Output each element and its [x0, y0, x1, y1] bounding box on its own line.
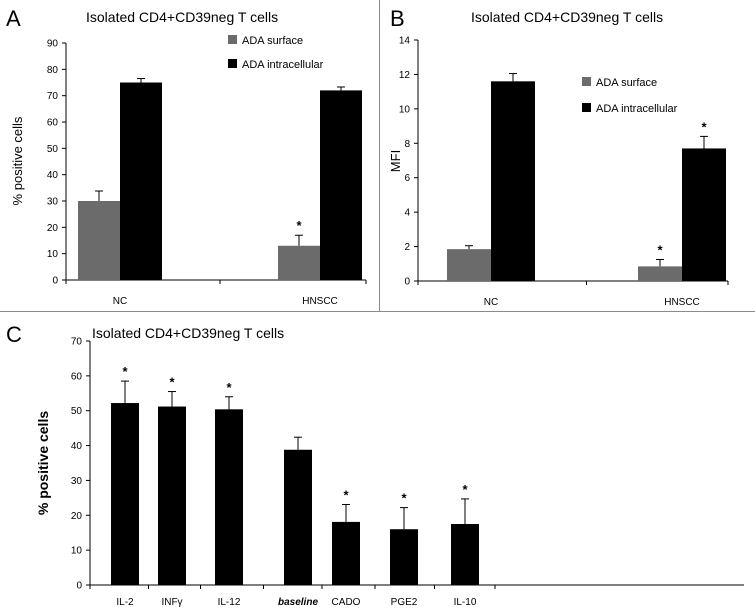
panel-b-y-tick-label: 8 [404, 139, 410, 150]
panel-a-legend-swatch [228, 35, 237, 44]
panel-c-bar [284, 449, 312, 585]
panel-a-y-tick-label: 90 [47, 39, 59, 50]
panel-b-y-tick-label: 2 [404, 242, 410, 253]
panel-c-bar [111, 403, 139, 585]
panel-c-category-label: PGE2 [391, 597, 418, 608]
panel-c-significance-marker: * [122, 364, 128, 379]
panel-c-y-tick-label: 0 [76, 581, 82, 592]
panel-c-y-tick-label: 40 [71, 441, 83, 452]
horizontal-divider [0, 311, 755, 312]
panel-c-category-label: IL-2 [116, 597, 134, 608]
panel-c-significance-marker: * [343, 487, 349, 502]
panel-c-y-tick-label: 20 [71, 511, 83, 522]
panel-b-significance-marker: * [701, 119, 707, 134]
panel-c-letter: C [6, 322, 22, 347]
panel-c-category-label: IL-12 [218, 597, 241, 608]
panel-b-legend-label: ADA surface [596, 77, 657, 89]
panel-c-category-label: INFγ [161, 597, 182, 608]
panel-a-category-label: NC [113, 296, 127, 307]
panel-b-legend-swatch [582, 77, 591, 86]
panel-a-y-tick-label: 40 [47, 170, 59, 181]
panel-b-bar [638, 266, 682, 281]
panel-b-category-label: NC [484, 297, 498, 308]
panel-b-y-tick-label: 12 [399, 70, 411, 81]
panel-c-bar [332, 521, 360, 585]
panel-a-y-tick-label: 30 [47, 197, 59, 208]
panel-a-category-label: HNSCC [302, 296, 338, 307]
panel-c-category-label: CADO [332, 597, 361, 608]
panel-c-y-tick-label: 10 [71, 546, 83, 557]
panel-a-legend-label: ADA surface [242, 35, 303, 47]
panel-b-bar [447, 249, 491, 281]
panel-b-category-label: HNSCC [664, 297, 700, 308]
panel-c-bar [390, 529, 418, 585]
panel-a-bar [78, 201, 120, 280]
panel-b-letter: B [390, 6, 405, 31]
panel-a-y-label: % positive cells [10, 116, 25, 205]
panel-a-y-tick-label: 50 [47, 144, 59, 155]
panel-b-bar [491, 81, 535, 281]
panel-b-legend-label: ADA intracellular [596, 103, 678, 115]
panel-a-legend-swatch [228, 59, 237, 68]
panel-a-significance-marker: * [296, 218, 302, 233]
panel-b-bar [682, 148, 726, 281]
panel-c-bar [451, 524, 479, 585]
panel-c-significance-marker: * [169, 375, 175, 390]
panel-a-y-tick-label: 60 [47, 118, 59, 129]
panel-b-legend-swatch [582, 103, 591, 112]
panel-a-letter: A [6, 6, 21, 31]
panel-c-significance-marker: * [401, 491, 407, 506]
panel-b-y-tick-label: 0 [404, 277, 410, 288]
panel-c-y-tick-label: 50 [71, 406, 83, 417]
panel-b-y-label: MFI [388, 150, 403, 172]
panel-b-y-tick-label: 10 [399, 104, 411, 115]
panel-a-y-tick-label: 0 [52, 276, 58, 287]
panel-c-y-tick-label: 30 [71, 476, 83, 487]
panel-b-title: Isolated CD4+CD39neg T cells [471, 9, 663, 25]
panel-c-y-label: % positive cells [35, 411, 51, 515]
panel-a-y-tick-label: 70 [47, 91, 59, 102]
panel-a-y-tick-label: 20 [47, 223, 59, 234]
panel-a-title: Isolated CD4+CD39neg T cells [86, 9, 278, 25]
panel-c-y-tick-label: 70 [71, 337, 83, 348]
panel-b-y-tick-label: 4 [404, 208, 410, 219]
panel-c-y-tick-label: 60 [71, 371, 83, 382]
panel-b-y-tick-label: 14 [399, 36, 411, 47]
panel-c-bar [158, 406, 186, 585]
panel-c-category-label: baseline [278, 597, 318, 608]
panel-a-y-tick-label: 80 [47, 65, 59, 76]
panel-c-significance-marker: * [462, 482, 468, 497]
panel-c-significance-marker: * [226, 380, 232, 395]
panel-b-significance-marker: * [657, 242, 663, 257]
panel-a-bar [278, 245, 320, 280]
vertical-divider [379, 0, 380, 311]
panel-c-category-label: IL-10 [454, 597, 477, 608]
panel-b-y-tick-label: 6 [404, 173, 410, 184]
panel-c-title: Isolated CD4+CD39neg T cells [92, 325, 284, 341]
panel-a-y-tick-label: 10 [47, 249, 59, 260]
panel-a-bar [320, 90, 362, 281]
panel-c-bar [215, 409, 243, 585]
panel-a-legend-label: ADA intracellular [242, 59, 324, 71]
panel-a-bar [120, 82, 162, 280]
